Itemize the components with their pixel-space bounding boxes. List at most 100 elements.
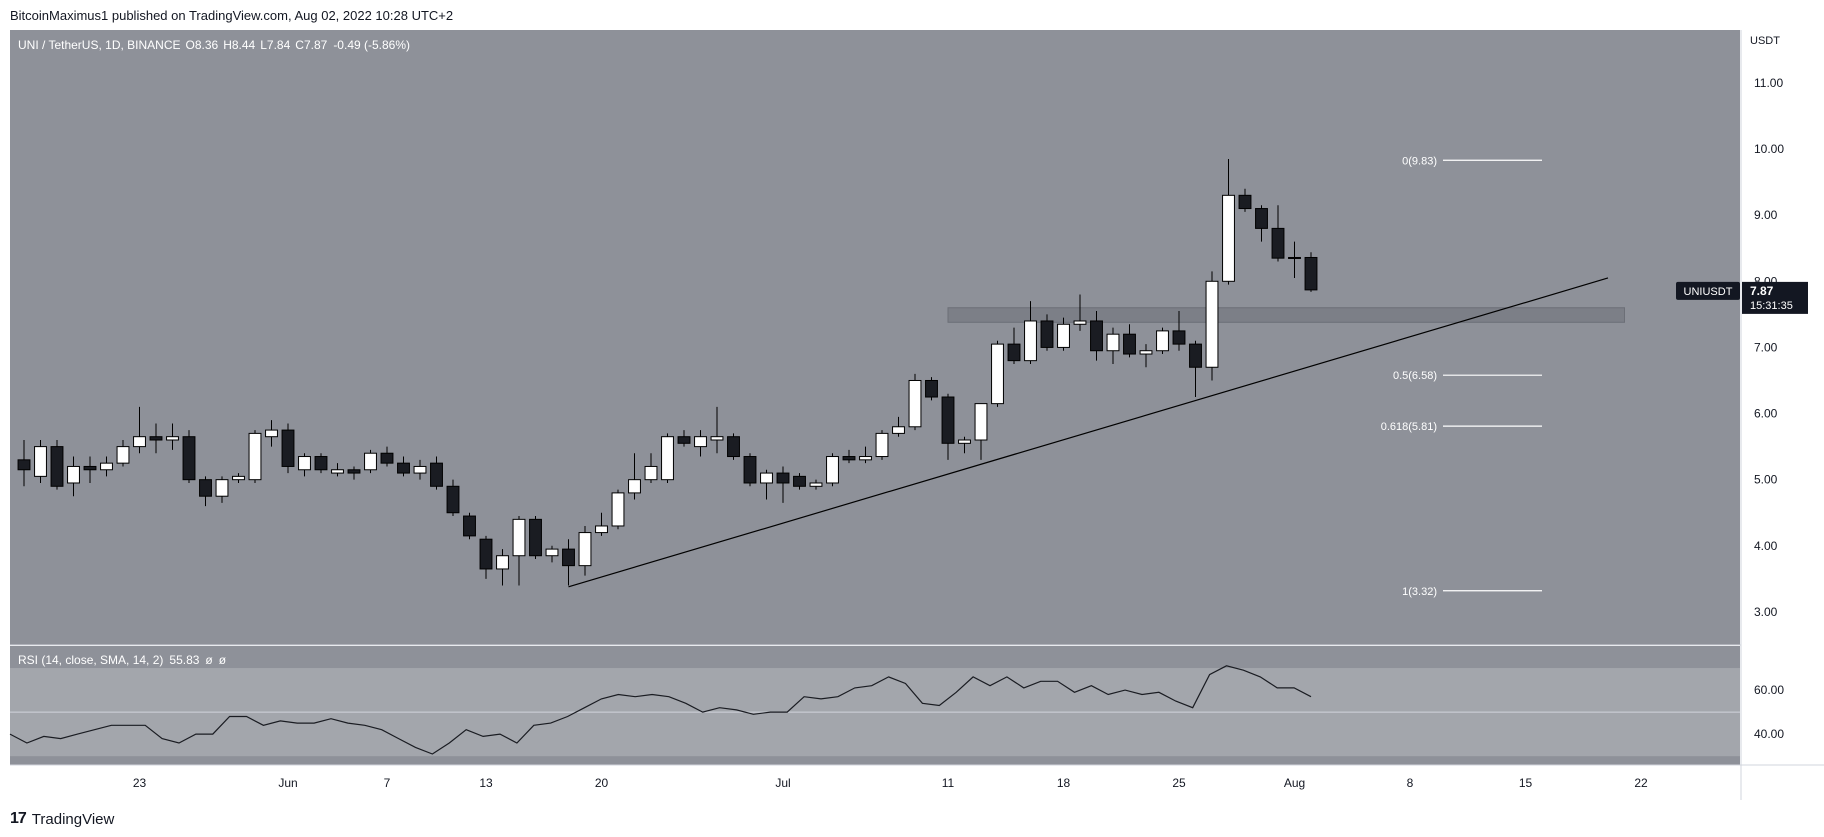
candle-body	[50, 446, 64, 487]
candle-body	[826, 456, 839, 484]
candle-body	[17, 459, 31, 471]
price-axis-tick: 7.00	[1754, 340, 1778, 354]
price-axis-tick: 5.00	[1754, 473, 1778, 487]
candle-body	[512, 518, 526, 557]
candle-body	[380, 452, 394, 464]
candle-body	[1106, 333, 1120, 352]
price-tag-bg	[1742, 281, 1808, 314]
candle-body	[991, 343, 1004, 405]
candle-body	[1172, 330, 1186, 345]
candle-body	[182, 436, 196, 481]
last-price-tag: UNIUSDT 7.87 15:31:35	[1676, 281, 1808, 314]
candle-body	[298, 456, 311, 471]
candle-body	[1255, 208, 1268, 229]
candle-body	[397, 462, 410, 474]
candle-body	[1189, 343, 1202, 368]
candle-body	[941, 396, 955, 444]
fib-level-label: 1(3.32)	[1402, 586, 1437, 598]
candle-body	[925, 379, 938, 398]
time-axis-tick: 20	[595, 776, 609, 790]
resistance-zone	[947, 307, 1625, 323]
candle-body	[1288, 256, 1301, 259]
time-axis-tick: 22	[1634, 776, 1648, 790]
time-axis-tick: Aug	[1284, 776, 1305, 790]
time-axis-tick: 25	[1172, 776, 1186, 790]
candle-body	[644, 465, 658, 481]
price-axis-tick: 4.00	[1754, 539, 1778, 553]
price-tag-value: 7.87	[1750, 284, 1774, 298]
rsi-line	[9, 665, 1312, 755]
candle-body	[892, 426, 905, 434]
candle-body	[743, 456, 757, 484]
price-axis-tick: 10.00	[1754, 142, 1784, 156]
fib-level-label: 0.5(6.58)	[1393, 370, 1437, 382]
candle-body	[215, 479, 229, 497]
candle-body	[628, 479, 641, 494]
price-axis-bg[interactable]	[1741, 30, 1824, 765]
candle-body	[776, 472, 790, 484]
candle-body	[149, 436, 163, 441]
symbol-tag-label: UNIUSDT	[1684, 286, 1733, 298]
candle-body	[1222, 194, 1235, 282]
candle-body	[842, 456, 856, 461]
candle-body	[331, 469, 344, 474]
time-axis-tick: 11	[942, 776, 955, 790]
currency-label: USDT	[1750, 35, 1780, 47]
price-pane-bg[interactable]	[10, 30, 1740, 645]
tradingview-logo-icon: 17	[10, 810, 27, 827]
candle-body	[364, 452, 377, 471]
rsi-axis-tick: 40.00	[1754, 727, 1784, 741]
fib-level-label: 0.618(5.81)	[1381, 421, 1437, 433]
candle-body	[710, 436, 724, 441]
candle-body	[875, 432, 889, 458]
candle-body	[661, 436, 674, 481]
candle-body	[496, 555, 509, 570]
candle-body	[1271, 227, 1285, 259]
candle-body	[1007, 343, 1021, 362]
footer-brand[interactable]: 17 TradingView	[10, 810, 114, 828]
fib-level-label: 0(9.83)	[1402, 155, 1437, 167]
publish-info: BitcoinMaximus1 published on TradingView…	[10, 8, 454, 23]
price-tag-countdown: 15:31:35	[1750, 300, 1793, 312]
time-axis-tick: Jul	[775, 776, 790, 790]
time-axis-tick: 23	[133, 776, 147, 790]
price-axis-tick: 6.00	[1754, 407, 1778, 421]
candle-body	[727, 436, 740, 458]
candle-body	[232, 475, 245, 481]
candle-body	[430, 462, 443, 487]
candle-body	[1304, 256, 1318, 291]
price-axis-tick: 11.00	[1754, 76, 1783, 90]
candle-body	[1156, 330, 1169, 352]
candle-body	[1205, 280, 1219, 368]
candle-body	[1057, 323, 1070, 348]
candle-body	[1139, 350, 1153, 355]
candle-body	[199, 479, 212, 497]
candle-body	[1024, 320, 1037, 362]
rsi-legend: RSI (14, close, SMA, 14, 2) 55.83 ø ø	[18, 653, 227, 667]
rsi-axis-tick: 60.00	[1754, 683, 1784, 697]
candle-body	[974, 403, 988, 441]
candle-body	[446, 485, 460, 514]
time-axis-tick: Jun	[278, 776, 297, 790]
time-axis-tick: 15	[1519, 776, 1533, 790]
candle-body	[265, 429, 278, 438]
candle-body	[133, 436, 146, 448]
candle-body	[562, 548, 575, 567]
candle-body	[760, 472, 773, 484]
candle-body	[100, 462, 113, 471]
candle-body	[545, 548, 559, 557]
price-axis-tick: 3.00	[1754, 605, 1778, 619]
candle-body	[595, 525, 608, 534]
candle-body	[34, 446, 47, 477]
candle-body	[479, 538, 493, 570]
price-axis-tick: 9.00	[1754, 208, 1778, 222]
candle-body	[67, 465, 80, 484]
time-axis-tick: 8	[1407, 776, 1414, 790]
ascending-support-line	[568, 277, 1609, 588]
candle-body	[463, 515, 476, 537]
candle-body	[809, 482, 823, 487]
candle-body	[908, 379, 922, 428]
candle-body	[1090, 320, 1103, 352]
candle-body	[859, 456, 872, 461]
time-axis-tick: 18	[1057, 776, 1071, 790]
